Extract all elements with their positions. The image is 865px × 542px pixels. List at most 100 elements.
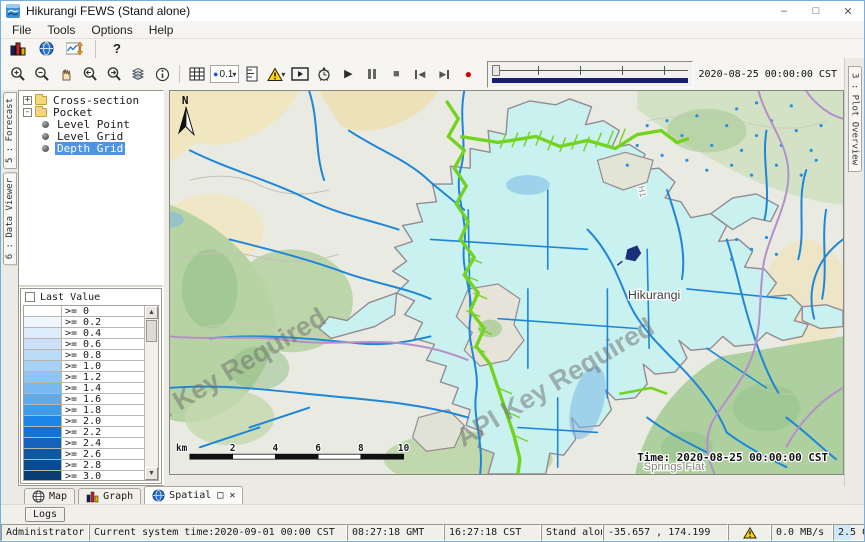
warning-threshold-dropdown[interactable]: ▾ [265, 63, 287, 85]
zoom-next-icon[interactable] [103, 63, 125, 85]
map-canvas[interactable]: API Key Required API Key Required Hikura… [169, 90, 844, 475]
legend-label: >= 1.2 [65, 371, 102, 383]
status-bar: Administrator Current system time:2020-0… [1, 524, 864, 541]
last-value-checkbox[interactable] [25, 292, 35, 302]
legend-swatch [24, 416, 62, 426]
tab-forecast[interactable]: 5 : Forecast [2, 92, 17, 170]
pause-icon[interactable] [361, 63, 383, 85]
legend-row: >= 2.2 [24, 427, 144, 438]
status-warning-cell[interactable] [728, 524, 771, 541]
legend-row: >= 1.8 [24, 405, 144, 416]
menu-tools[interactable]: Tools [47, 22, 76, 37]
play-icon[interactable]: ▶ [344, 67, 353, 80]
legend-label: >= 0.6 [65, 338, 102, 350]
grid-display-icon[interactable] [186, 63, 208, 85]
legend-row: >= 1.4 [24, 383, 144, 394]
highlight-line-layer [444, 99, 690, 474]
animation-dialog-icon[interactable] [289, 63, 311, 85]
legend-rows: >= 0 >= 0.2 >= 0.4 >= 0.6 [24, 306, 144, 480]
status-user: Administrator [1, 524, 89, 541]
legend-row: >= 1.2 [24, 372, 144, 383]
legend-row: >= 2.0 [24, 416, 144, 427]
bottom-tab-bar: Map Graph Spatial □ ✕ [1, 486, 864, 504]
tab-spatial-label: Spatial [169, 490, 212, 501]
globe-wire-icon [32, 490, 45, 503]
legend-label: >= 0.4 [65, 327, 102, 339]
legend-label: >= 2.0 [65, 415, 102, 427]
interval-value: 0.1 [219, 68, 234, 80]
tree-item[interactable]: Level Grid [21, 130, 161, 143]
globe-map-icon[interactable] [35, 38, 57, 60]
skip-to-start-icon[interactable]: ◀ [409, 63, 431, 85]
legend-row: >= 0.8 [24, 350, 144, 361]
menu-help[interactable]: Help [148, 22, 174, 37]
tab-maximize-icon[interactable]: □ [217, 490, 224, 501]
legend-label: >= 2.6 [65, 448, 102, 460]
tab-close-icon[interactable]: ✕ [229, 490, 236, 501]
road-layer [170, 91, 843, 474]
logs-button[interactable]: Logs [25, 507, 66, 522]
database-explorer-icon[interactable] [7, 38, 29, 60]
close-button[interactable]: ✕ [843, 5, 853, 18]
legend-swatch [24, 449, 62, 459]
tree-expander[interactable] [23, 95, 32, 105]
minimize-button[interactable]: – [780, 5, 788, 17]
stopwatch-icon[interactable] [313, 63, 335, 85]
tree-item[interactable]: Cross-section [21, 93, 161, 107]
tree-node-icon [41, 132, 51, 141]
tree-node-icon [41, 120, 51, 129]
status-coordinates: -35.657 , 174.199 [603, 524, 728, 541]
skip-to-end-icon[interactable]: ▶ [433, 63, 455, 85]
legend-swatch [24, 372, 62, 382]
layer-tree: Cross-section Pocket Level Point [19, 91, 163, 287]
timeline-slider[interactable] [487, 60, 693, 88]
timeseries-dialog-icon[interactable] [63, 38, 85, 60]
status-data-rate: 0.0 MB/s [771, 524, 833, 541]
tree-expander[interactable] [23, 107, 32, 117]
legend-scrollbar[interactable]: ▲ ▼ [144, 306, 158, 480]
scroll-thumb[interactable] [146, 320, 157, 342]
layers-icon[interactable] [127, 63, 149, 85]
timeline-range-bar [492, 77, 688, 83]
app-logo-icon [6, 4, 20, 18]
zoom-previous-icon[interactable] [79, 63, 101, 85]
legend-swatch [24, 460, 62, 470]
scale-ruler-icon[interactable] [241, 63, 263, 85]
zoom-in-icon[interactable] [7, 63, 29, 85]
record-icon[interactable]: ● [464, 67, 472, 81]
tab-data-viewer[interactable]: 6 : Data Viewer [2, 172, 17, 266]
legend-label: >= 0.8 [65, 349, 102, 361]
timeline-handle[interactable] [492, 64, 501, 76]
svg-text:10: 10 [398, 443, 410, 454]
panel-splitter[interactable] [164, 90, 169, 486]
info-icon[interactable] [151, 63, 173, 85]
pan-hand-icon[interactable] [55, 63, 77, 85]
menu-file[interactable]: File [12, 22, 32, 37]
tab-map[interactable]: Map [24, 488, 76, 504]
help-icon[interactable]: ? [113, 41, 121, 56]
menu-options[interactable]: Options [91, 22, 133, 37]
current-datetime-label: 2020-08-25 00:00:00 CST [698, 68, 837, 80]
tab-spatial[interactable]: Spatial □ ✕ [144, 486, 244, 504]
legend-label: >= 3.0 [65, 470, 102, 481]
zoom-out-icon[interactable] [31, 63, 53, 85]
legend-swatch [24, 383, 62, 393]
timeline-track[interactable] [492, 63, 688, 76]
legend-row: >= 0.2 [24, 317, 144, 328]
stop-icon[interactable]: ■ [393, 67, 400, 80]
tab-plot-overview[interactable]: 3 : Plot Overview [847, 66, 862, 173]
legend-panel: Last Value >= 0 >= 0.2 [20, 288, 162, 484]
tree-item[interactable]: Pocket [21, 105, 161, 119]
classbreak-interval-dropdown[interactable]: ● 0.1 ▾ [210, 65, 240, 83]
tree-item[interactable]: Depth Grid [21, 141, 161, 155]
legend-swatch [24, 306, 62, 316]
scroll-down-icon[interactable]: ▼ [145, 467, 158, 480]
tree-item[interactable]: Level Point [21, 118, 161, 131]
maximize-button[interactable]: □ [812, 5, 820, 17]
tab-graph[interactable]: Graph [78, 488, 142, 504]
scroll-up-icon[interactable]: ▲ [145, 306, 158, 319]
legend-row: >= 2.6 [24, 449, 144, 460]
north-arrow-icon: N [177, 94, 195, 137]
label-springs-flat: Springs Flat [644, 461, 706, 473]
